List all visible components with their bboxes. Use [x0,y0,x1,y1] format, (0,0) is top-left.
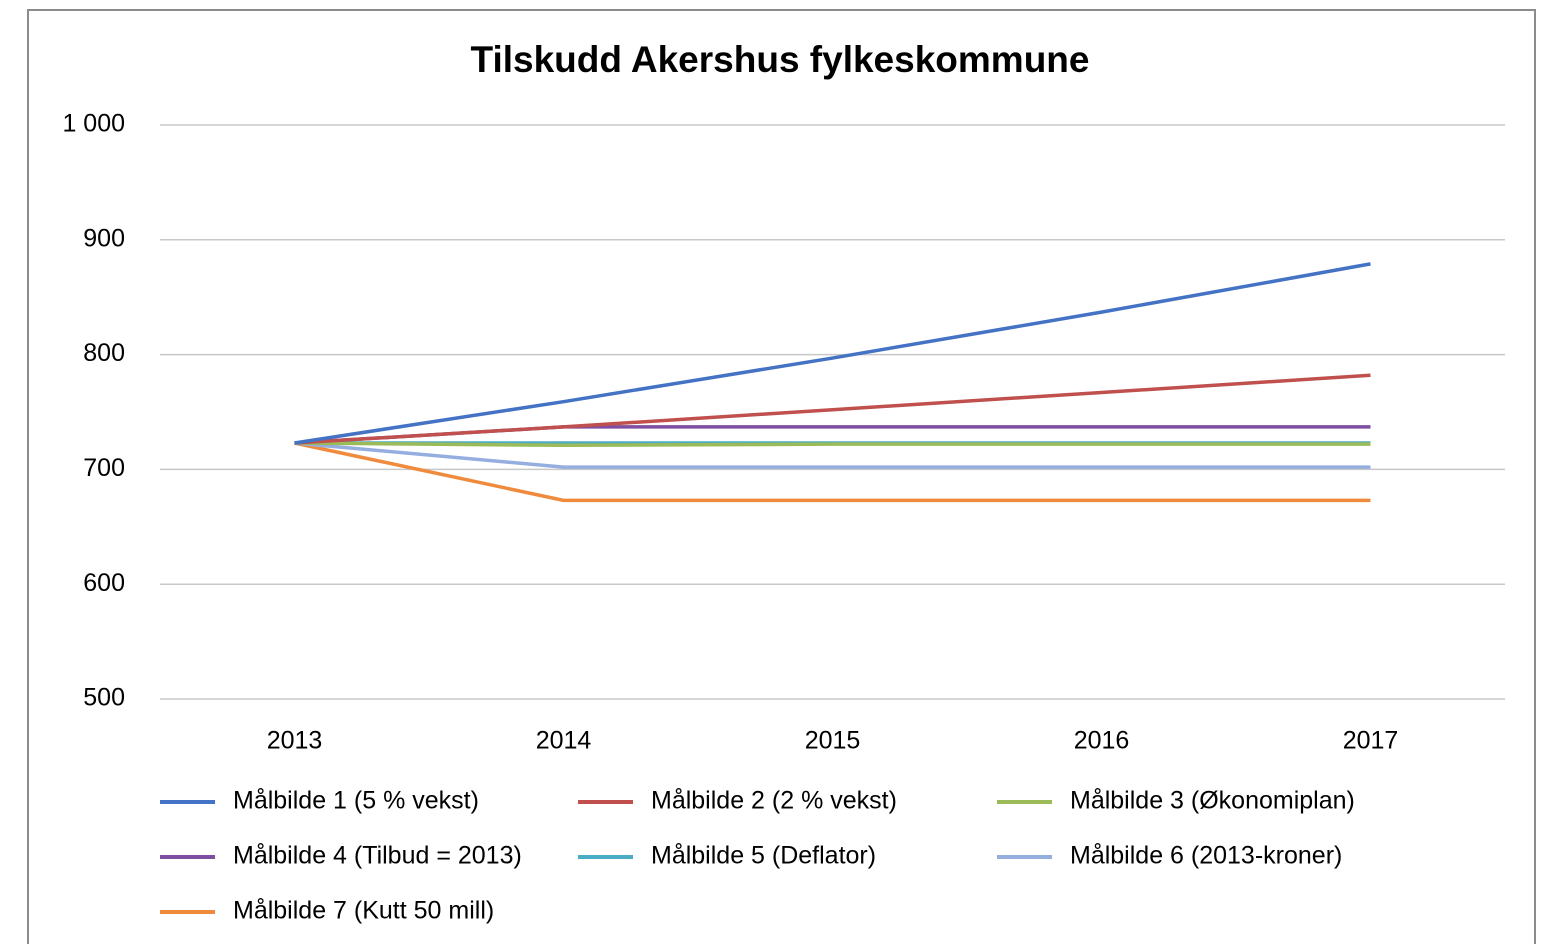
x-tick-label: 2016 [1074,727,1130,755]
series-line [294,441,1371,448]
x-tick-label: 2014 [536,727,592,755]
x-tick-label: 2017 [1343,727,1399,755]
x-tick-label: 2013 [267,727,323,755]
legend-label: Målbilde 3 (Økonomiplan) [1070,787,1355,815]
chart-border [27,9,1536,944]
y-tick-label: 700 [83,454,125,482]
legend-label: Målbilde 5 (Deflator) [651,842,876,870]
chart-title: Tilskudd Akershus fylkeskommune [471,39,1090,80]
legend-label: Målbilde 1 (5 % vekst) [233,787,479,815]
x-tick-label: 2015 [805,727,861,755]
y-tick-label: 500 [83,684,125,712]
series-line [294,441,1371,503]
series-line [294,373,1371,445]
y-tick-label: 1 000 [62,110,125,138]
legend-label: Målbilde 2 (2 % vekst) [651,787,897,815]
series-line [294,441,1371,469]
y-tick-label: 600 [83,569,125,597]
y-tick-label: 900 [83,224,125,252]
series-line [294,262,1371,445]
y-tick-label: 800 [83,339,125,367]
legend-label: Målbilde 4 (Tilbud = 2013) [233,842,522,870]
legend-label: Målbilde 7 (Kutt 50 mill) [233,897,494,925]
legend-label: Målbilde 6 (2013-kroner) [1070,842,1342,870]
